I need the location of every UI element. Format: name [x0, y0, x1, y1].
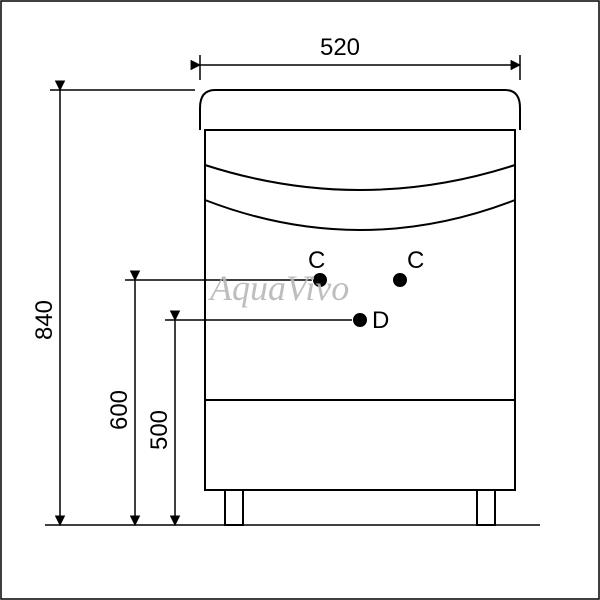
seam-1 [205, 165, 515, 190]
dim-600-text: 600 [106, 390, 133, 430]
dim-840-text: 840 [31, 300, 58, 340]
dim-width-520-text: 520 [320, 34, 360, 61]
label-d: D [372, 307, 389, 334]
seam-2 [205, 200, 515, 230]
foot-left [225, 490, 243, 525]
dim-height-840: 840 [31, 90, 195, 525]
point-d [353, 313, 367, 327]
dim-width-520: 520 [200, 34, 520, 80]
dim-height-500: 500 [146, 320, 352, 525]
dim-height-600: 600 [106, 280, 312, 525]
foot-right [477, 490, 495, 525]
dim-500-text: 500 [146, 410, 173, 450]
watermark: AquaVivo [208, 268, 349, 308]
label-c-right: C [407, 247, 424, 274]
point-c-right [393, 273, 407, 287]
cabinet-body [205, 130, 515, 490]
sink-top [200, 90, 520, 130]
technical-drawing: C C D 520 840 600 500 AquaVivo [0, 0, 600, 600]
